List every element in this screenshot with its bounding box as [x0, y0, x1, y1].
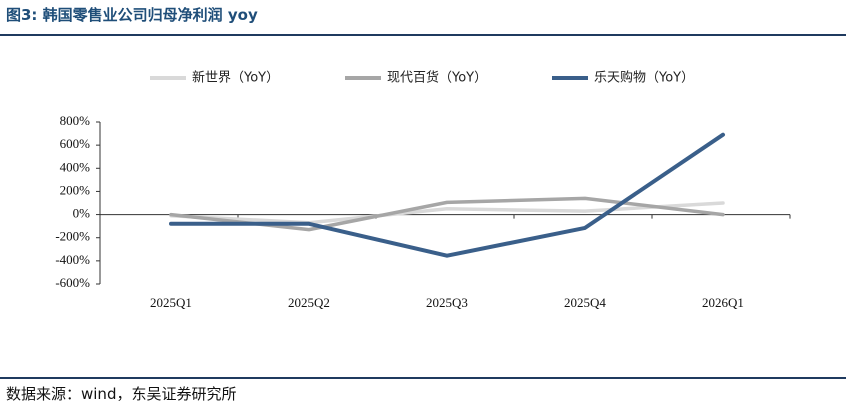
- series-line: [169, 132, 725, 258]
- y-tick-label: -600%: [55, 275, 90, 290]
- x-tick-label: 2025Q3: [426, 295, 468, 310]
- y-tick-label: 400%: [60, 159, 91, 174]
- x-tick-label: 2025Q2: [288, 295, 330, 310]
- y-tick-label: 800%: [60, 113, 91, 128]
- figure-title: 图3: 韩国零售业公司归母净利润 yoy: [6, 6, 258, 24]
- line-chart: 新世界（YoY） 现代百货（YoY） 乐天购物（YoY） 800% 600% 400% 2…: [55, 70, 791, 310]
- legend-item: 乐天购物（YoY）: [552, 70, 694, 86]
- legend-label: 现代百货（YoY）: [387, 70, 487, 86]
- bottom-rule: [0, 377, 846, 379]
- x-axis: 2025Q1 2025Q2 2025Q3 2025Q4 2026Q1: [99, 214, 791, 310]
- y-tick-label: -400%: [55, 252, 90, 267]
- legend-label: 乐天购物（YoY）: [594, 70, 694, 86]
- y-tick-label: 600%: [60, 136, 91, 151]
- y-tick-label: 0%: [73, 206, 91, 221]
- legend: 新世界（YoY） 现代百货（YoY） 乐天购物（YoY）: [150, 70, 694, 86]
- top-rule: [0, 34, 846, 36]
- legend-item: 新世界（YoY）: [150, 70, 279, 86]
- x-tick-label: 2026Q1: [702, 295, 744, 310]
- x-tick-label: 2025Q1: [150, 295, 192, 310]
- y-axis: 800% 600% 400% 200% 0% -200% -400% -600%: [55, 113, 101, 290]
- plot-lines: [169, 132, 725, 258]
- legend-item: 现代百货（YoY）: [345, 70, 487, 86]
- legend-label: 新世界（YoY）: [192, 70, 279, 86]
- source-note: 数据来源：wind，东吴证券研究所: [6, 385, 237, 403]
- x-tick-label: 2025Q4: [564, 295, 606, 310]
- series-line: [169, 201, 725, 225]
- y-tick-label: -200%: [55, 229, 90, 244]
- y-tick-label: 200%: [60, 182, 91, 197]
